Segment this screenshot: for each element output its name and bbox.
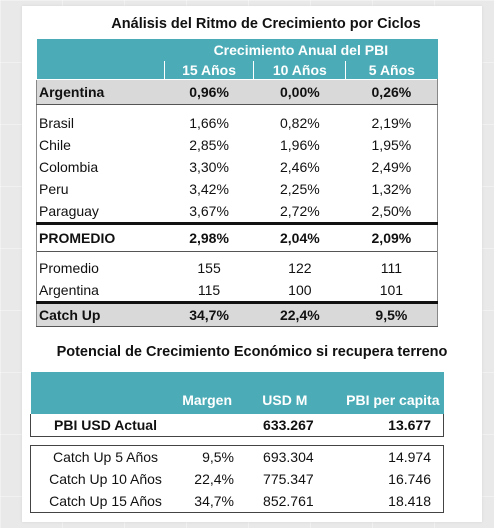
- potential-table-title: Potencial de Crecimiento Económico si re…: [56, 344, 448, 360]
- table-row: Promedio 155 122 111: [36, 251, 438, 279]
- row-label: PROMEDIO: [36, 222, 165, 252]
- cell-value: 9,5%: [345, 301, 438, 327]
- row-label: PBI USD Actual: [30, 414, 181, 437]
- column-header-5: 5 Años: [345, 61, 438, 80]
- row-label: Chile: [36, 134, 165, 156]
- cell-margin: 22,4%: [194, 471, 234, 487]
- growth-potential-table: Margen USD M PBI per capita PBI USD Actu…: [30, 372, 444, 513]
- cell-value: 2,04%: [253, 222, 346, 252]
- cell-value: 2,25%: [279, 181, 320, 197]
- catchup-row: Catch Up 34,7% 22,4% 9,5%: [36, 301, 438, 327]
- row-label: Promedio: [36, 251, 165, 279]
- table-row: Chile 2,85% 1,96% 1,95%: [36, 134, 438, 156]
- column-header-margin: Margen: [180, 386, 236, 414]
- table-row: Colombia 3,30% 2,46% 2,49%: [36, 156, 438, 178]
- cell-value: 34,7%: [164, 301, 254, 327]
- cell-value: 1,96%: [279, 137, 320, 153]
- row-label: Colombia: [36, 156, 165, 178]
- growth-table-title: Análisis del Ritmo de Crecimiento por Ci…: [111, 16, 421, 32]
- cell-value: 2,50%: [345, 200, 438, 224]
- report-card: Análisis del Ritmo de Crecimiento por Ci…: [22, 6, 482, 522]
- row-label: Paraguay: [36, 200, 165, 224]
- row-label: Catch Up 5 Años: [30, 445, 181, 468]
- spacer-row: [31, 437, 444, 446]
- cell-value: 1,66%: [189, 115, 229, 131]
- cell-value: 0,26%: [345, 79, 438, 105]
- pbi-current-row: PBI USD Actual 633.267 13.677: [30, 414, 444, 437]
- row-label: Catch Up 10 Años: [30, 468, 181, 490]
- super-header-blank: [36, 39, 165, 61]
- cell-value: 101: [345, 279, 438, 303]
- table-row: Catch Up 15 Años 34,7% 852.761 18.418: [30, 490, 444, 513]
- column-header-blank: [30, 386, 181, 414]
- column-header-row: Margen USD M PBI per capita: [30, 386, 444, 414]
- cell-value: 0,96%: [164, 79, 254, 105]
- table-row: Catch Up 10 Años 22,4% 775.347 16.746: [30, 468, 444, 490]
- cell-value: 2,98%: [164, 222, 254, 252]
- growth-cycles-table: Crecimiento Anual del PBI 15 Años 10 Año…: [36, 39, 438, 327]
- cell-value: 100: [288, 282, 312, 298]
- average-row: PROMEDIO 2,98% 2,04% 2,09%: [36, 222, 438, 252]
- cell-per-capita: 13.677: [333, 414, 444, 437]
- table-row: Peru 3,42% 2,25% 1,32%: [36, 178, 438, 200]
- cell-value: 115: [197, 282, 221, 298]
- cell-value: 2,72%: [279, 203, 320, 219]
- cell-value: 2,49%: [345, 156, 438, 178]
- super-header: Crecimiento Anual del PBI: [164, 39, 438, 61]
- cell-value: 155: [164, 251, 254, 279]
- row-label: Catch Up 15 Años: [30, 490, 181, 513]
- cell-value: 3,30%: [189, 159, 229, 175]
- table-row: Catch Up 5 Años 9,5% 693.304 14.974: [30, 445, 444, 468]
- cell-margin: 9,5%: [180, 445, 236, 468]
- row-label: Brasil: [36, 104, 165, 134]
- row-label: Peru: [36, 178, 165, 200]
- cell-value: 111: [345, 251, 438, 279]
- cell-margin: 34,7%: [180, 490, 236, 513]
- row-label: Catch Up: [36, 301, 165, 327]
- cell-per-capita: 18.418: [333, 490, 444, 513]
- cell-value: 3,42%: [189, 181, 229, 197]
- cell-value: 2,46%: [279, 159, 320, 175]
- cell-value: 3,67%: [189, 203, 229, 219]
- cell-value: 0,82%: [279, 115, 320, 131]
- column-header-usd: USD M: [236, 386, 334, 414]
- cell-value: 1,95%: [345, 134, 438, 156]
- table-row: Argentina 115 100 101: [36, 279, 438, 303]
- header-band-top: [30, 372, 444, 386]
- table-row: Brasil 1,66% 0,82% 2,19%: [36, 104, 438, 134]
- column-header-blank: [36, 61, 165, 80]
- cell-usd: 633.267: [236, 414, 334, 437]
- argentina-row: Argentina 0,96% 0,00% 0,26%: [36, 79, 438, 105]
- row-label: Argentina: [36, 279, 165, 303]
- cell-usd: 852.761: [236, 490, 334, 513]
- row-label: Argentina: [36, 79, 165, 105]
- cell-per-capita: 16.746: [333, 468, 444, 490]
- column-header-per-capita: PBI per capita: [333, 386, 444, 414]
- column-header-15: 15 Años: [163, 61, 254, 80]
- cell-value: 2,85%: [189, 137, 229, 153]
- column-header-row: 15 Años 10 Años 5 Años: [36, 61, 438, 80]
- cell-value: 2,09%: [345, 222, 438, 252]
- table-row: Paraguay 3,67% 2,72% 2,50%: [36, 200, 438, 224]
- cell-value: 0,00%: [253, 79, 346, 105]
- cell-value: 1,32%: [345, 178, 438, 200]
- super-header-row: Crecimiento Anual del PBI: [36, 39, 438, 61]
- cell-usd: 693.304: [236, 445, 334, 468]
- cell-blank: [180, 414, 236, 437]
- column-header-10: 10 Años: [253, 61, 346, 80]
- cell-per-capita: 14.974: [333, 445, 444, 468]
- cell-value: 2,19%: [345, 104, 438, 134]
- cell-value: 22,4%: [253, 301, 346, 327]
- cell-value: 122: [253, 251, 346, 279]
- cell-usd: 775.347: [263, 471, 314, 487]
